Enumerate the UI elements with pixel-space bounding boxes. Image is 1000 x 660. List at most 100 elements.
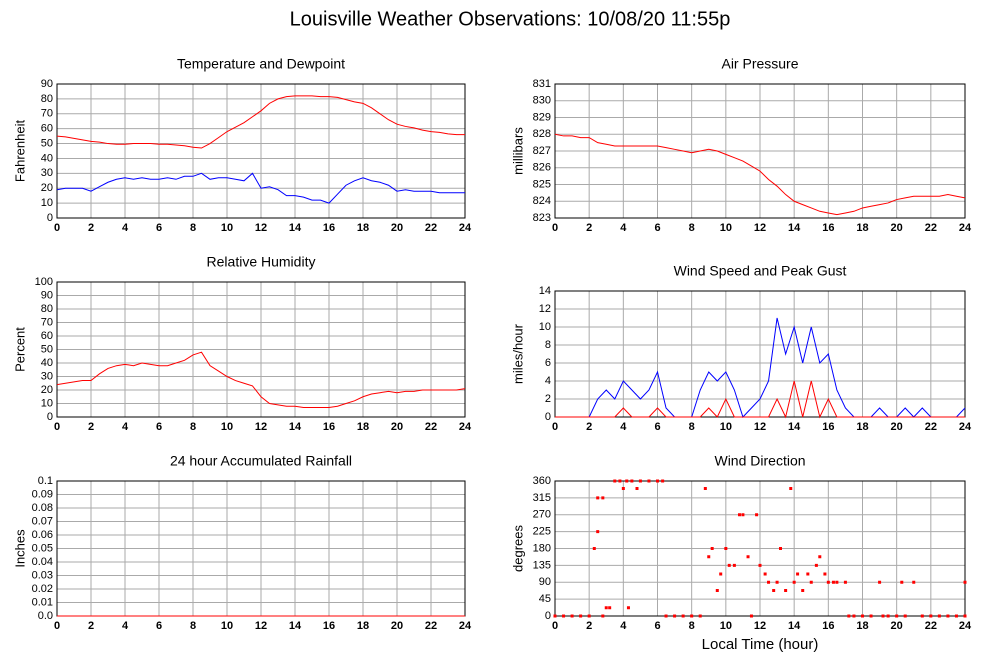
data-point xyxy=(929,614,933,618)
y-tick-label: 0.01 xyxy=(32,596,53,608)
data-line xyxy=(56,172,465,204)
x-tick-label: 8 xyxy=(190,421,196,433)
data-point xyxy=(886,614,890,618)
data-point xyxy=(937,614,941,618)
data-point xyxy=(755,513,759,517)
y-tick-label: 60 xyxy=(41,123,53,135)
x-tick-label: 22 xyxy=(425,421,437,433)
x-tick-label: 16 xyxy=(323,620,335,632)
y-axis-label: millibars xyxy=(510,127,525,175)
y-axis-label: degrees xyxy=(510,525,525,572)
data-point xyxy=(719,572,723,576)
data-line xyxy=(554,133,966,216)
y-tick-label: 90 xyxy=(41,78,53,90)
data-point xyxy=(946,614,950,618)
data-point xyxy=(895,614,899,618)
x-tick-label: 14 xyxy=(788,421,801,433)
data-point xyxy=(604,606,608,610)
x-tick-label: 24 xyxy=(959,620,972,632)
data-point xyxy=(920,614,924,618)
x-tick-label: 20 xyxy=(391,620,403,632)
y-tick-label: 60 xyxy=(41,330,53,342)
x-tick-label: 10 xyxy=(221,421,233,433)
y-tick-label: 6 xyxy=(545,357,551,369)
data-point xyxy=(772,589,776,592)
y-tick-label: 90 xyxy=(539,576,551,588)
data-point xyxy=(746,555,750,559)
x-tick-label: 12 xyxy=(754,421,766,433)
y-tick-label: 0.1 xyxy=(38,475,53,487)
y-tick-label: 0.05 xyxy=(32,542,53,554)
x-tick-label: 18 xyxy=(856,421,868,433)
x-tick-label: 2 xyxy=(88,222,94,234)
data-point xyxy=(814,563,818,567)
panel-title: Temperature and Dewpoint xyxy=(177,56,345,72)
y-tick-label: 823 xyxy=(533,212,551,224)
y-tick-label: 825 xyxy=(533,178,551,190)
y-tick-label: 50 xyxy=(41,343,53,355)
x-tick-label: 16 xyxy=(323,421,335,433)
x-tick-label: 24 xyxy=(959,421,972,433)
x-tick-label: 14 xyxy=(289,421,302,433)
data-point xyxy=(553,614,557,618)
data-point xyxy=(707,555,711,559)
data-point xyxy=(809,580,813,584)
data-point xyxy=(724,547,728,550)
data-point xyxy=(673,614,677,618)
data-point xyxy=(878,580,882,584)
data-point xyxy=(608,606,612,610)
x-tick-label: 24 xyxy=(459,222,472,234)
y-tick-label: 830 xyxy=(533,95,551,107)
data-point xyxy=(630,479,634,483)
y-tick-label: 70 xyxy=(41,316,53,328)
y-tick-label: 70 xyxy=(41,108,53,120)
panel-title: Relative Humidity xyxy=(207,254,316,270)
x-tick-label: 24 xyxy=(459,620,472,632)
x-tick-label: 16 xyxy=(822,620,834,632)
y-tick-label: 831 xyxy=(533,78,551,90)
data-point xyxy=(823,572,827,576)
y-tick-label: 40 xyxy=(41,357,53,369)
x-tick-label: 0 xyxy=(552,620,558,632)
data-point xyxy=(647,479,651,483)
y-axis-label: Fahrenheit xyxy=(12,120,27,183)
data-point xyxy=(727,563,731,567)
x-tick-label: 0 xyxy=(54,421,60,433)
x-tick-label: 6 xyxy=(654,222,660,234)
y-tick-label: 30 xyxy=(41,167,53,179)
y-tick-label: 360 xyxy=(533,475,551,487)
data-point xyxy=(954,614,958,618)
data-point xyxy=(789,487,793,490)
data-point xyxy=(579,614,583,618)
x-tick-label: 2 xyxy=(88,620,94,632)
y-axis-label: Inches xyxy=(12,529,27,568)
data-point xyxy=(758,563,762,567)
y-tick-label: 829 xyxy=(533,111,551,123)
x-tick-label: 6 xyxy=(654,421,660,433)
x-tick-label: 12 xyxy=(255,620,267,632)
data-point xyxy=(638,479,642,483)
y-tick-label: 0.07 xyxy=(32,515,53,527)
x-tick-label: 6 xyxy=(156,222,162,234)
y-tick-label: 0 xyxy=(545,610,551,622)
x-tick-label: 4 xyxy=(122,620,129,632)
x-tick-label: 20 xyxy=(891,222,903,234)
x-tick-label: 14 xyxy=(788,620,801,632)
y-tick-label: 14 xyxy=(539,285,551,297)
y-tick-label: 90 xyxy=(41,289,53,301)
data-point xyxy=(835,580,839,584)
x-tick-label: 16 xyxy=(323,222,335,234)
data-point xyxy=(881,614,885,618)
x-tick-label: 18 xyxy=(856,222,868,234)
data-point xyxy=(912,580,916,584)
data-point xyxy=(661,479,665,483)
data-point xyxy=(779,547,782,550)
y-tick-label: 0.0 xyxy=(38,610,53,622)
y-tick-label: 50 xyxy=(41,137,53,149)
data-point xyxy=(715,589,719,592)
data-point xyxy=(963,614,967,618)
data-point xyxy=(596,496,600,500)
data-point xyxy=(903,614,907,618)
y-tick-label: 80 xyxy=(41,303,53,315)
x-tick-label: 10 xyxy=(221,222,233,234)
